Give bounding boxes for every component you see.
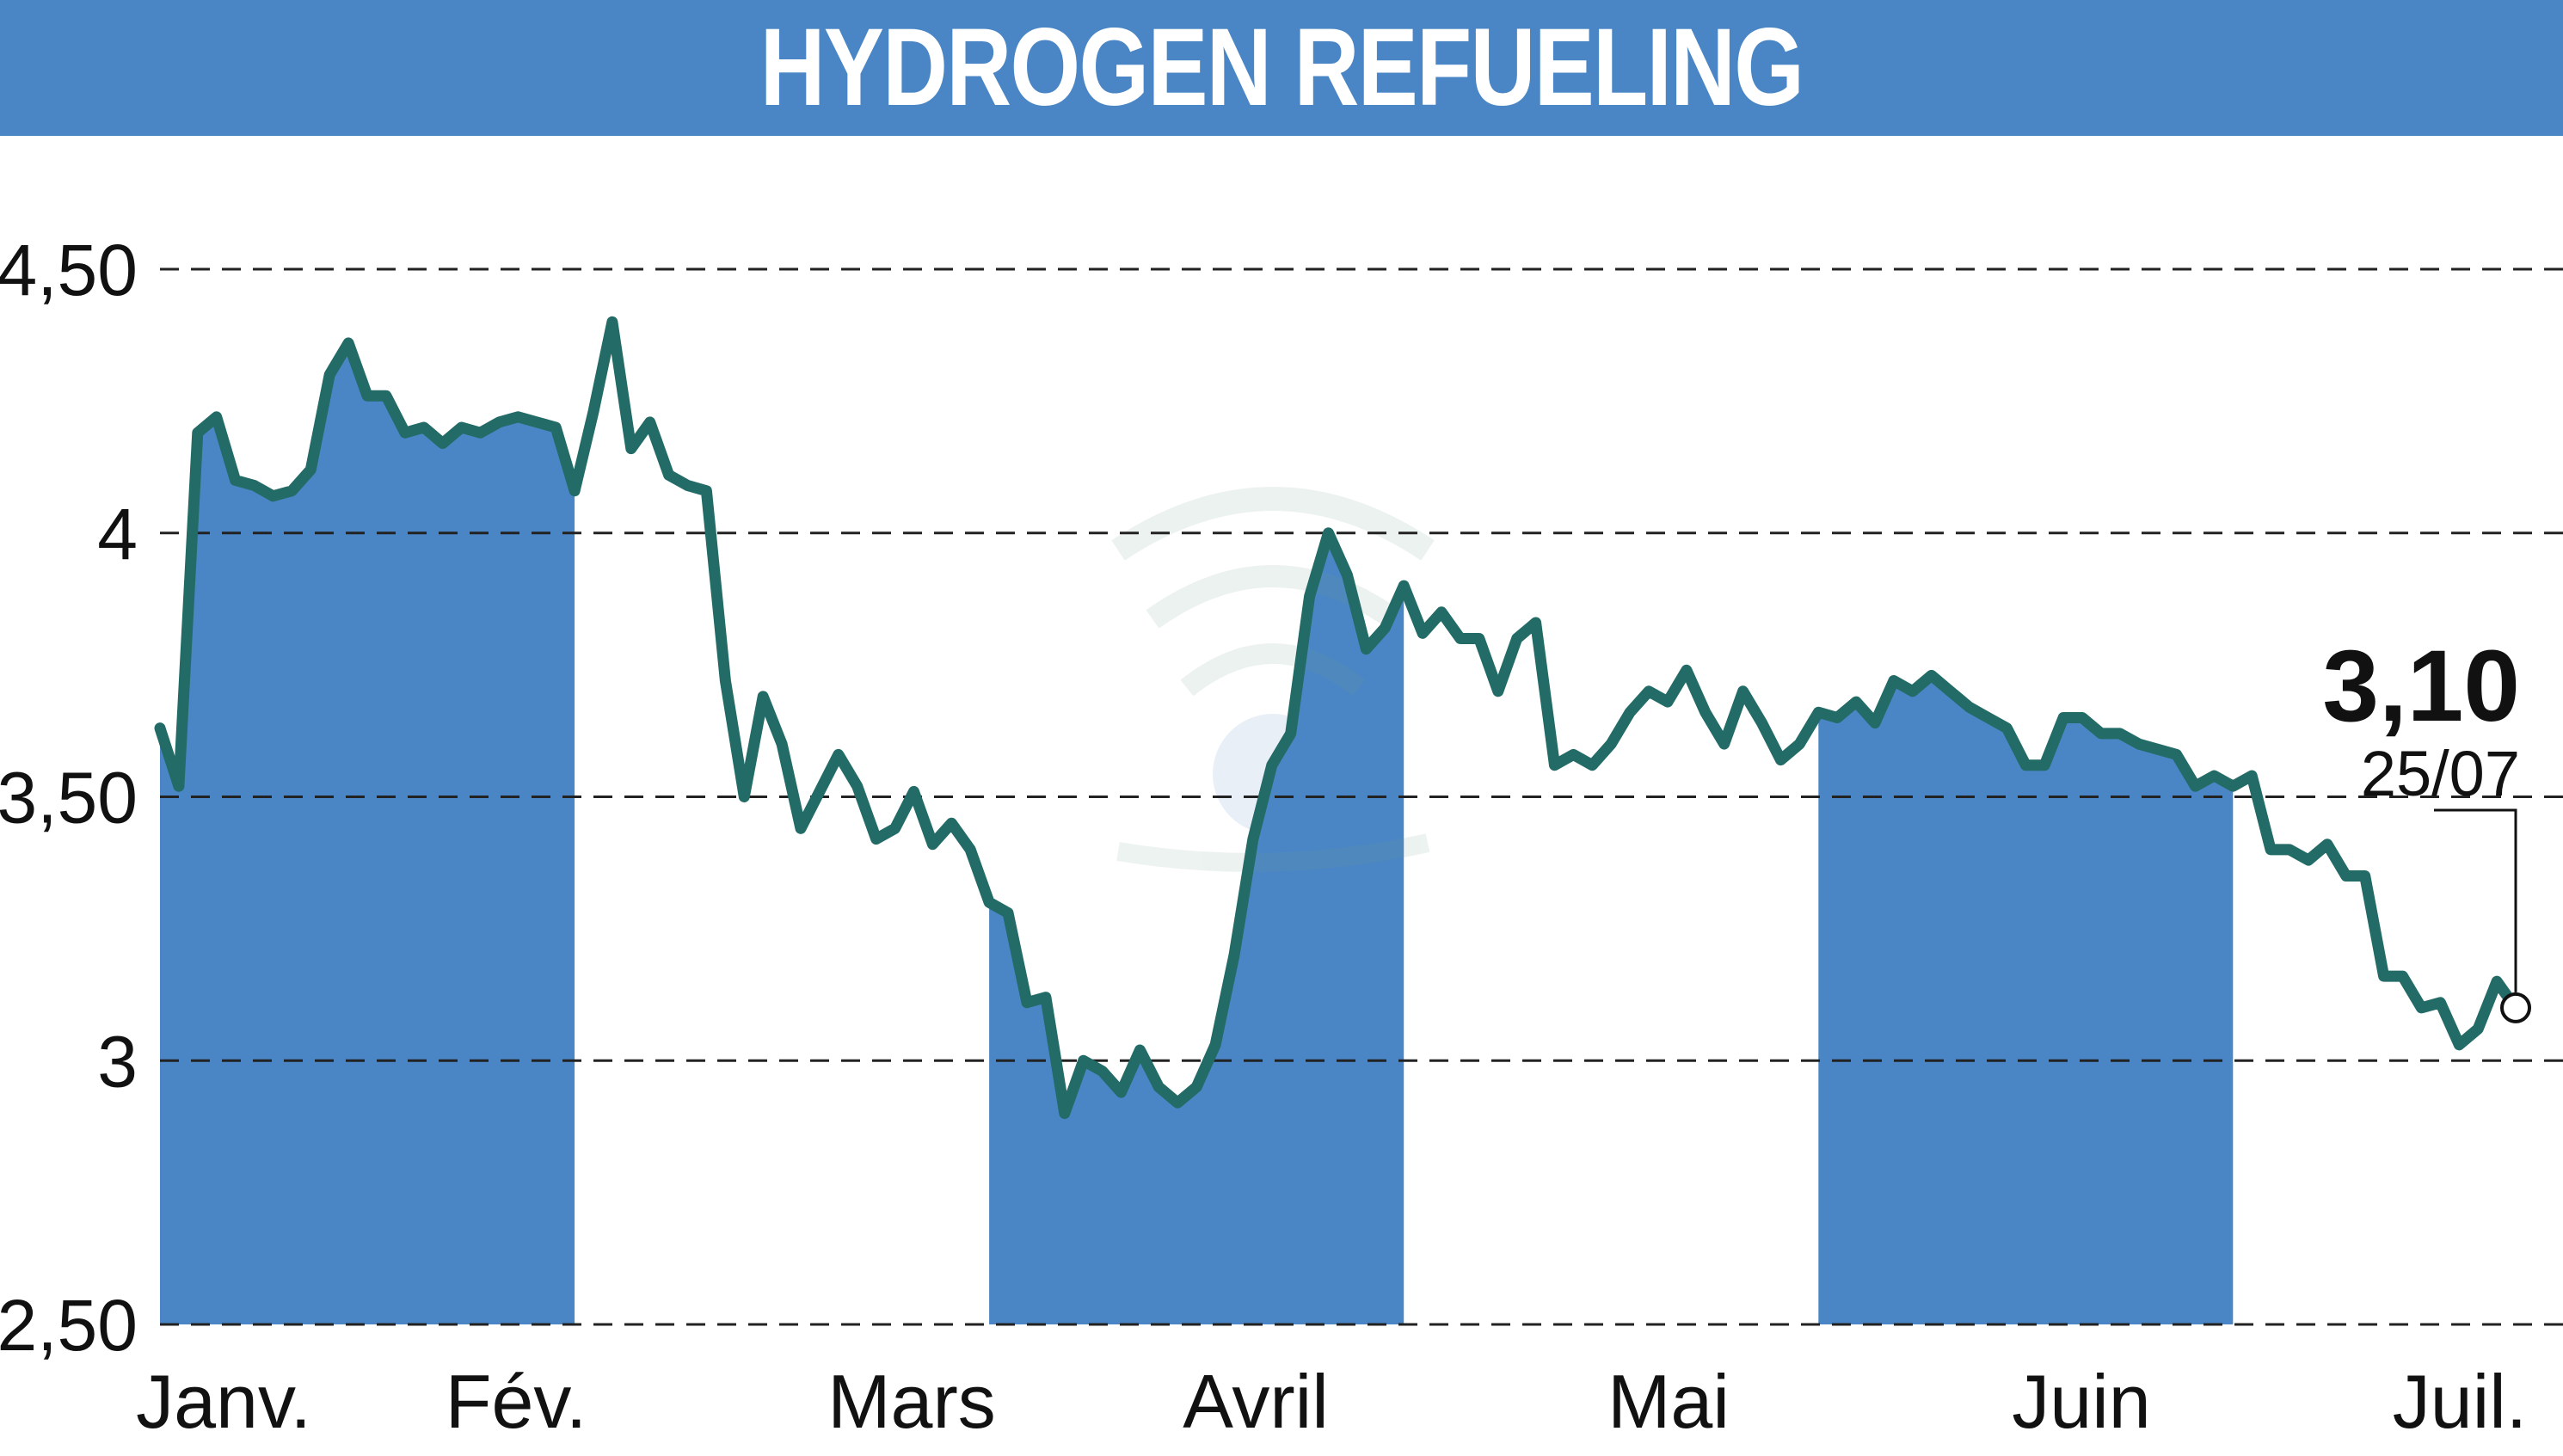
last-date-label: 25/07 xyxy=(2361,738,2520,809)
price-series xyxy=(154,316,2522,1120)
callout-line xyxy=(2434,808,2517,992)
x-month-label: Juil. xyxy=(2393,1359,2528,1444)
x-axis-labels: Janv. Fév. Mars Avril Mai Juin Juil. xyxy=(136,1359,2527,1444)
y-axis-labels: 4,50 4 3,50 3 2,50 xyxy=(0,230,138,1366)
price-line xyxy=(154,316,2522,1120)
x-month-label: Fév. xyxy=(446,1359,587,1444)
title-bar xyxy=(0,0,2563,136)
x-month-label: Janv. xyxy=(136,1359,311,1444)
y-tick-label: 4,50 xyxy=(0,230,138,310)
month-band-area xyxy=(160,342,575,1324)
x-month-label: Juin xyxy=(2012,1359,2150,1444)
x-month-label: Avril xyxy=(1183,1359,1329,1444)
x-month-label: Mai xyxy=(1607,1359,1730,1444)
x-month-label: Mars xyxy=(827,1359,996,1444)
month-band-area xyxy=(1818,675,2234,1324)
y-tick-label: 3,50 xyxy=(0,758,138,839)
y-tick-label: 4 xyxy=(97,494,138,574)
y-tick-label: 3 xyxy=(97,1021,138,1102)
month-bands xyxy=(160,342,2234,1324)
last-value-label: 3,10 xyxy=(2322,630,2520,743)
chart-title: HYDROGEN REFUELING xyxy=(759,6,1804,129)
last-point-marker xyxy=(2500,992,2531,1023)
month-band-area xyxy=(989,532,1404,1324)
y-tick-label: 2,50 xyxy=(0,1285,138,1366)
